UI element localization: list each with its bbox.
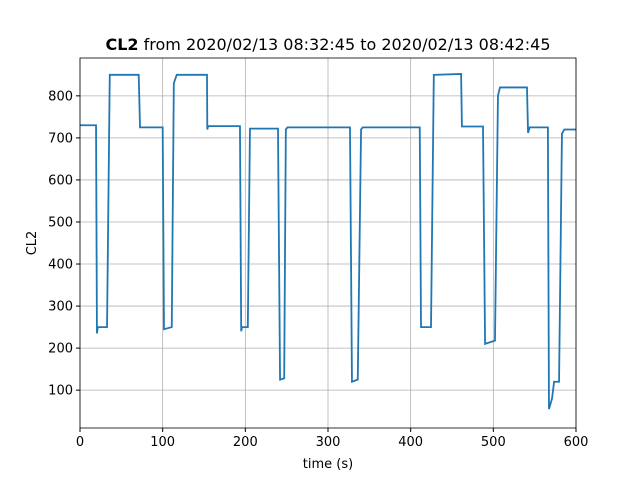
x-tick-label: 500 [481,435,506,450]
data-line [80,73,576,410]
x-axis-label: time (s) [303,457,353,472]
y-tick-label: 100 [48,384,73,399]
x-tick-label: 200 [233,435,258,450]
title-bold: CL2 [105,35,138,54]
y-tick-label: 400 [48,258,73,273]
y-tick-label: 200 [48,342,73,357]
chart-title: CL2 from 2020/02/13 08:32:45 to 2020/02/… [105,35,550,54]
plot-frame [79,57,577,429]
y-tick-label: 300 [48,300,73,315]
x-tick-label: 300 [316,435,341,450]
y-tick-label: 500 [48,215,73,230]
y-axis-label: CL2 [25,231,40,256]
y-tick-label: 700 [48,131,73,146]
title-rest: from 2020/02/13 08:32:45 to 2020/02/13 0… [144,35,551,54]
y-tick-label: 800 [48,89,73,104]
x-tick-label: 400 [398,435,423,450]
x-tick-label: 100 [150,435,175,450]
x-tick-label: 0 [76,435,84,450]
y-tick-label: 600 [48,173,73,188]
x-tick-label: 600 [564,435,589,450]
